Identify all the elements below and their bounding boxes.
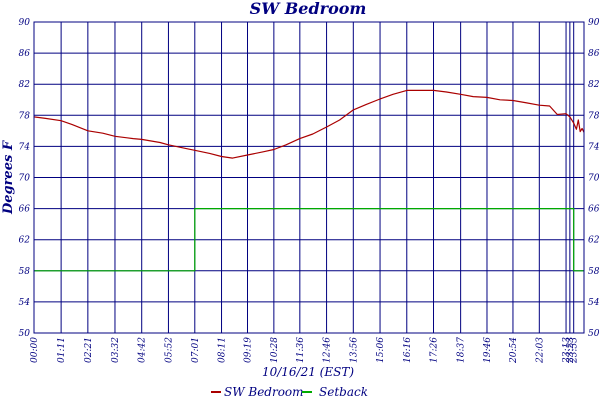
- y-tick-label-left: 58: [19, 267, 31, 277]
- x-tick-label: 13:56: [349, 337, 359, 363]
- y-tick-label-left: 62: [19, 236, 31, 246]
- series-group: [33, 89, 585, 272]
- x-tick-label: 15:06: [376, 337, 386, 363]
- plot-border: [33, 21, 585, 334]
- x-tick-label: 22:03: [535, 337, 545, 364]
- y-tick-label-right: 82: [588, 80, 600, 90]
- x-tick-label: 18:37: [457, 337, 467, 363]
- chart-title: SW Bedroom: [250, 0, 367, 18]
- y-tick-label-right: 78: [588, 111, 600, 121]
- y-tick-label-left: 86: [19, 49, 31, 59]
- y-tick-label-right: 54: [588, 298, 600, 308]
- x-tick-label: 17:26: [430, 337, 440, 363]
- x-axis-label: 10/16/21 (EST): [262, 365, 354, 379]
- y-tick-label-right: 86: [588, 49, 600, 59]
- y-tick-label-left: 70: [19, 174, 31, 184]
- x-tick-label: 07:01: [191, 337, 201, 363]
- series-line-sw-bedroom: [33, 89, 585, 159]
- y-tick-label-right: 62: [588, 236, 600, 246]
- x-tick-label: 16:16: [403, 337, 413, 363]
- legend-item: SW Bedroom: [211, 385, 304, 399]
- tick-labels: 50 50 54 54 58 58 62 62 66 66 70 70 74 74 78 78 82 82 86 86…: [19, 18, 600, 364]
- y-tick-label-right: 70: [588, 174, 600, 184]
- x-tick-label: 12:46: [323, 337, 333, 363]
- y-tick-label-right: 58: [588, 267, 600, 277]
- y-tick-label-left: 82: [19, 80, 31, 90]
- y-tick-label-left: 66: [19, 205, 31, 215]
- x-tick-label: 02:21: [84, 337, 94, 363]
- x-tick-label: 05:52: [164, 337, 174, 363]
- legend: SW Bedroom Setback: [211, 385, 368, 399]
- x-tick-label: 03:32: [111, 337, 121, 363]
- x-tick-label: 20:54: [509, 337, 519, 364]
- series-line-setback: [34, 208, 584, 272]
- x-tick-label: 01:11: [57, 337, 67, 363]
- y-tick-label-right: 50: [588, 329, 600, 339]
- y-tick-label-right: 66: [588, 205, 600, 215]
- y-tick-label-left: 54: [19, 298, 31, 308]
- y-tick-label-left: 90: [19, 18, 31, 28]
- x-tick-label: 10:28: [270, 337, 280, 363]
- x-tick-label: 23:13: [562, 337, 572, 364]
- x-tick-label: 23:33: [570, 337, 580, 364]
- y-tick-label-left: 50: [19, 329, 31, 339]
- legend-label: Setback: [319, 385, 368, 399]
- x-tick-label: 08:11: [218, 337, 228, 363]
- x-tick-label: 09:19: [244, 337, 254, 363]
- grid: [33, 21, 584, 334]
- y-axis-label: Degrees F: [1, 140, 16, 215]
- x-tick-label: 00:00: [30, 337, 40, 363]
- x-tick-label: 04:42: [138, 337, 148, 363]
- y-tick-label-left: 78: [19, 111, 31, 121]
- y-tick-label-right: 90: [588, 18, 600, 28]
- y-tick-label-left: 74: [19, 142, 31, 152]
- x-tick-label: 19:46: [483, 337, 493, 363]
- legend-label: SW Bedroom: [224, 385, 304, 399]
- legend-item: Setback: [302, 385, 368, 399]
- x-tick-label: 23:23: [566, 337, 576, 364]
- x-tick-label: 11:36: [296, 337, 306, 363]
- y-tick-label-right: 74: [588, 142, 600, 152]
